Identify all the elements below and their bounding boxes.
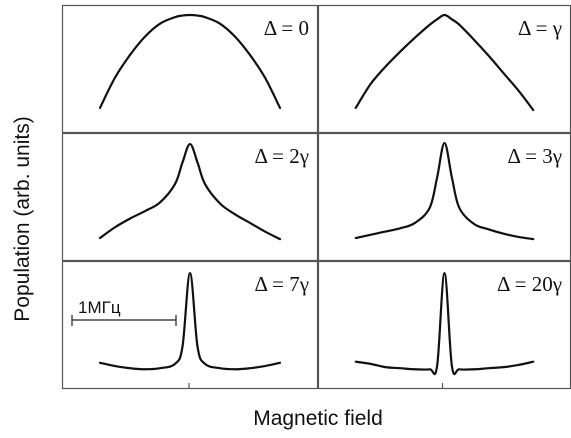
- panel-label: Δ = 3γ: [508, 144, 562, 168]
- panel-frame: [61, 260, 319, 390]
- panel-label: Δ = 20γ: [497, 272, 562, 296]
- curves: [98, 13, 535, 376]
- panel-frame: [61, 132, 319, 262]
- x-axis-title: Magnetic field: [253, 407, 383, 430]
- panel-curve: [354, 13, 535, 112]
- panel-curve: [354, 141, 535, 241]
- panel-labels: Δ = 0 Δ = γ Δ = 2γ Δ = 3γ Δ = 7γ Δ = 20γ: [255, 16, 562, 296]
- panel-curve: [98, 272, 282, 371]
- panel-frame: [61, 4, 319, 134]
- panel-label: Δ = γ: [518, 16, 562, 40]
- panel-label: Δ = 0: [264, 16, 309, 40]
- scale-bar: 1МГц: [71, 298, 177, 326]
- scale-bar-label: 1МГц: [78, 298, 121, 317]
- panel-curve: [98, 142, 282, 241]
- panel-label: Δ = 7γ: [255, 272, 309, 296]
- panel-label: Δ = 2γ: [255, 144, 309, 168]
- panel-curve: [98, 13, 282, 109]
- panel-curve: [354, 272, 535, 376]
- y-axis-title: Population (arb. units): [11, 116, 34, 321]
